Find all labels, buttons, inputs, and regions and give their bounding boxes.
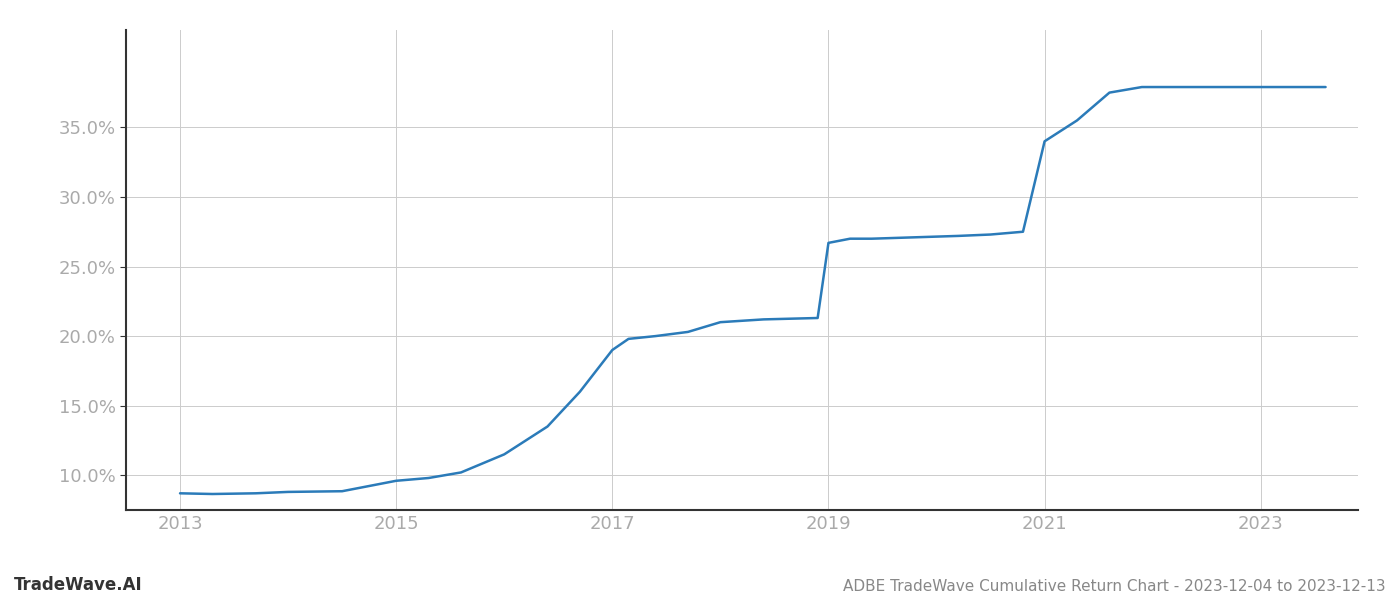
Text: TradeWave.AI: TradeWave.AI bbox=[14, 576, 143, 594]
Text: ADBE TradeWave Cumulative Return Chart - 2023-12-04 to 2023-12-13: ADBE TradeWave Cumulative Return Chart -… bbox=[843, 579, 1386, 594]
